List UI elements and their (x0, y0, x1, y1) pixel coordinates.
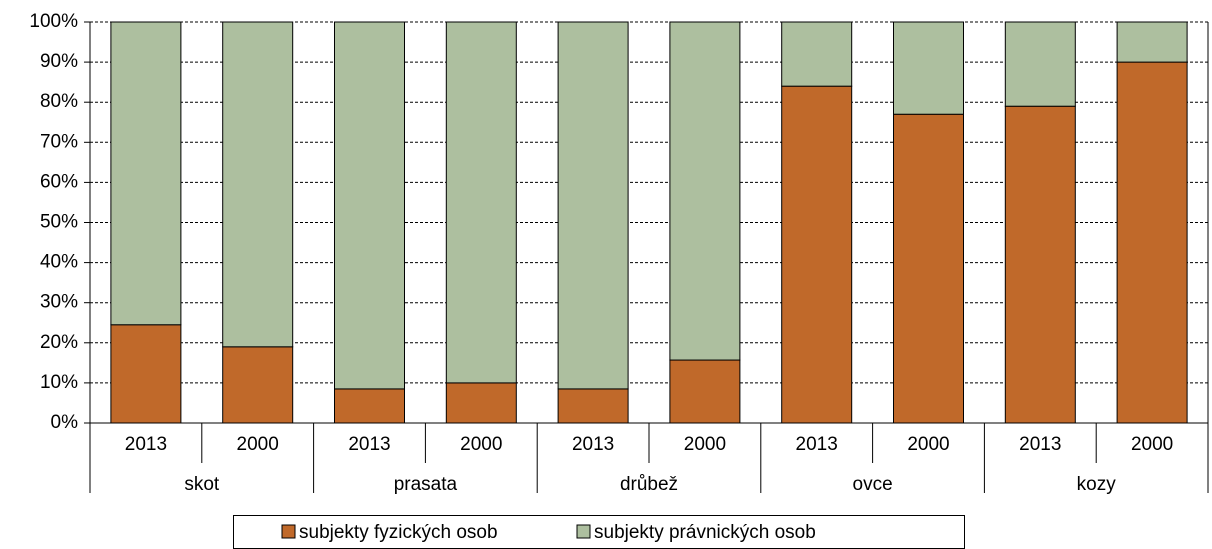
y-tick-label: 70% (40, 131, 78, 152)
x-tick-label: 2000 (237, 434, 279, 455)
bar-segment (1004, 105, 1076, 424)
bar-segment (669, 359, 741, 424)
x-tick-label: 2013 (348, 434, 390, 455)
bar-segment (222, 21, 294, 348)
y-tick-label: 90% (40, 51, 78, 72)
group-label: ovce (853, 474, 893, 495)
bar-segment (781, 21, 853, 87)
group-label: skot (184, 474, 220, 495)
bar-segment (445, 382, 517, 424)
x-tick-label: 2013 (125, 434, 167, 455)
legend-label: subjekty právnických osob (594, 522, 816, 543)
x-tick-label: 2000 (684, 434, 726, 455)
bar-segment (334, 21, 405, 390)
group-label: drůbež (620, 474, 678, 495)
y-tick-label: 100% (29, 11, 78, 32)
bar-segment (557, 21, 629, 390)
y-tick-label: 80% (40, 91, 78, 112)
bar-segment (893, 113, 964, 424)
y-tick-label: 60% (40, 171, 78, 192)
bar-segment (1116, 21, 1188, 63)
bar-segment (222, 346, 294, 424)
bar-segment (781, 85, 853, 424)
y-tick-label: 50% (40, 212, 78, 233)
x-tick-label: 2013 (572, 434, 614, 455)
y-tick-label: 30% (40, 292, 78, 313)
bar-segment (445, 21, 517, 384)
x-tick-label: 2013 (1019, 434, 1061, 455)
bar-segment (1004, 21, 1076, 107)
x-tick-label: 2013 (796, 434, 838, 455)
bar-segment (334, 388, 405, 424)
x-tick-label: 2000 (907, 434, 949, 455)
bar-segment (893, 21, 964, 115)
legend-swatch (281, 524, 296, 539)
y-tick-label: 10% (40, 372, 78, 393)
bar-segment (669, 21, 741, 361)
group-label: prasata (394, 474, 458, 495)
group-label: kozy (1077, 474, 1117, 495)
legend-label: subjekty fyzických osob (299, 522, 498, 543)
y-tick-label: 20% (40, 332, 78, 353)
legend-swatch (576, 524, 591, 539)
y-tick-label: 0% (51, 412, 79, 433)
bar-segment (1116, 61, 1188, 424)
bar-segment (110, 21, 182, 326)
x-tick-label: 2000 (460, 434, 502, 455)
bar-segment (110, 324, 182, 424)
x-tick-label: 2000 (1131, 434, 1173, 455)
y-tick-label: 40% (40, 252, 78, 273)
bar-segment (557, 388, 629, 424)
